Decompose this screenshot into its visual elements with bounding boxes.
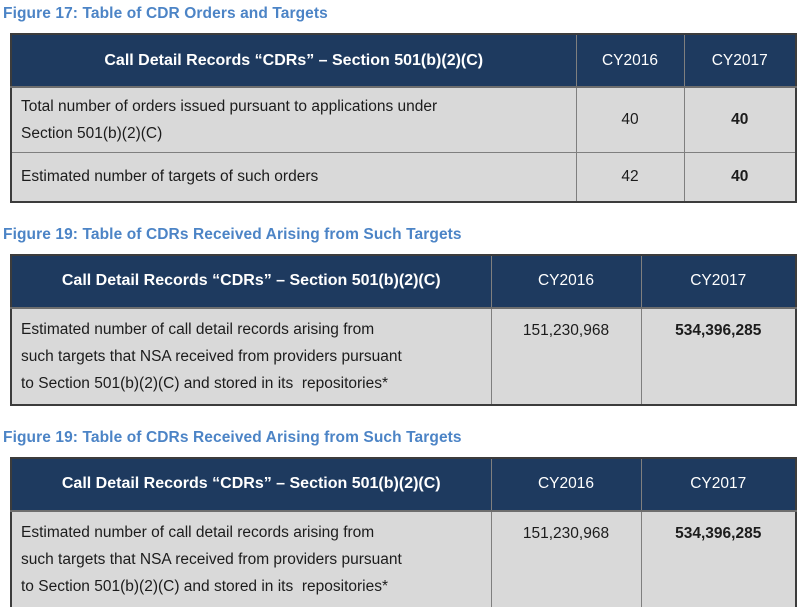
table-header-row: Call Detail Records “CDRs” – Section 501… xyxy=(10,457,797,512)
cdr-orders-targets-table: Call Detail Records “CDRs” – Section 501… xyxy=(10,33,797,203)
table-row: Estimated number of call detail records … xyxy=(10,307,797,405)
column-header-main: Call Detail Records “CDRs” – Section 501… xyxy=(10,457,492,512)
table-row: Estimated number of call detail records … xyxy=(10,510,797,607)
column-header-cy2016: CY2016 xyxy=(575,33,685,88)
column-header-cy2016: CY2016 xyxy=(490,254,642,309)
row-label-targets: Estimated number of targets of such orde… xyxy=(10,152,577,202)
cell-targets-cy2017: 40 xyxy=(683,152,797,202)
row-label-cdrs-received: Estimated number of call detail records … xyxy=(10,307,492,405)
column-header-cy2017: CY2017 xyxy=(683,33,797,88)
figure-19-section-first: Figure 19: Table of CDRs Received Arisin… xyxy=(3,225,797,406)
cell-orders-cy2016: 40 xyxy=(575,86,685,153)
cell-orders-cy2017: 40 xyxy=(683,86,797,153)
cell-cdrs-cy2017: 534,396,285 xyxy=(640,307,797,405)
cdrs-received-table-first: Call Detail Records “CDRs” – Section 501… xyxy=(10,253,797,406)
figure-17-section: Figure 17: Table of CDR Orders and Targe… xyxy=(3,5,797,203)
row-label-cdrs-received: Estimated number of call detail records … xyxy=(10,510,492,607)
cdrs-received-table-second: Call Detail Records “CDRs” – Section 501… xyxy=(10,456,797,607)
column-header-main: Call Detail Records “CDRs” – Section 501… xyxy=(10,33,577,88)
column-header-cy2016: CY2016 xyxy=(490,457,642,512)
cell-targets-cy2016: 42 xyxy=(575,152,685,202)
column-header-main: Call Detail Records “CDRs” – Section 501… xyxy=(10,254,492,309)
figure-19-title-second: Figure 19: Table of CDRs Received Arisin… xyxy=(3,428,462,446)
cell-cdrs-cy2016: 151,230,968 xyxy=(490,307,642,405)
cell-cdrs-cy2016: 151,230,968 xyxy=(490,510,642,607)
cell-cdrs-cy2017: 534,396,285 xyxy=(640,510,797,607)
column-header-cy2017: CY2017 xyxy=(640,254,797,309)
table-row: Estimated number of targets of such orde… xyxy=(10,152,797,202)
figure-19-section-second: Figure 19: Table of CDRs Received Arisin… xyxy=(3,428,797,607)
table-header-row: Call Detail Records “CDRs” – Section 501… xyxy=(10,254,797,309)
table-row: Total number of orders issued pursuant t… xyxy=(10,86,797,153)
figure-17-title: Figure 17: Table of CDR Orders and Targe… xyxy=(3,5,328,22)
figure-19-title-first: Figure 19: Table of CDRs Received Arisin… xyxy=(3,225,462,243)
column-header-cy2017: CY2017 xyxy=(640,457,797,512)
table-header-row: Call Detail Records “CDRs” – Section 501… xyxy=(10,33,797,88)
row-label-orders-issued: Total number of orders issued pursuant t… xyxy=(10,86,577,153)
